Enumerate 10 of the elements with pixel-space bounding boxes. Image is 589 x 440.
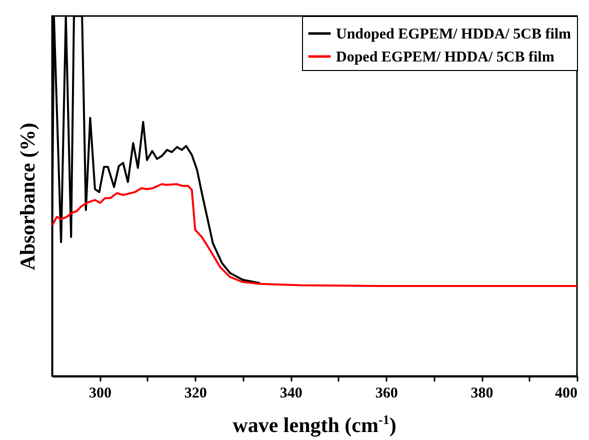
x-axis-title: wave length (cm$^{-1}$) [232, 412, 398, 438]
x-tick-label: 400 [555, 386, 578, 402]
legend-label: Undoped EGPEM/ HDDA/ 5CB film [336, 26, 572, 42]
x-tick-label: 320 [184, 386, 207, 402]
x-tick-label: 300 [88, 386, 112, 402]
x-tick-label: 380 [470, 386, 494, 402]
y-axis-title: Absorbance (%) [16, 122, 40, 270]
legend-label: Doped EGPEM/ HDDA/ 5CB film [336, 50, 555, 66]
x-tick-label: 360 [375, 386, 398, 402]
x-tick-label: 340 [280, 386, 302, 402]
